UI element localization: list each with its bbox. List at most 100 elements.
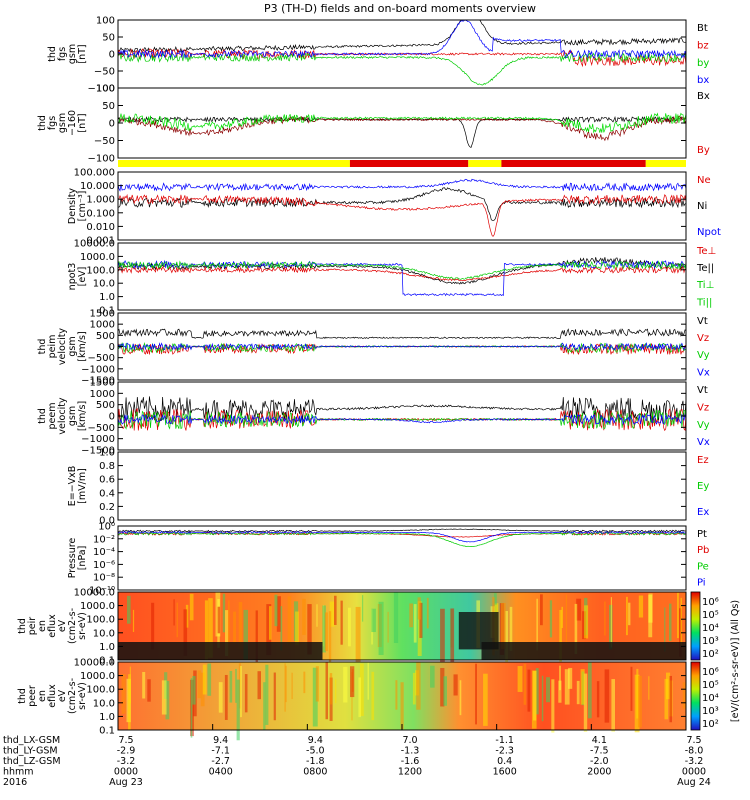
spectrogram-stripe	[443, 676, 447, 706]
mode-segment	[349, 160, 469, 167]
spectrogram-stripe	[574, 603, 578, 655]
x-row-value: -2.9	[117, 746, 136, 757]
spectrogram-stripe	[359, 663, 364, 716]
series-Vx	[117, 413, 687, 426]
panel-frame	[117, 171, 687, 241]
x-row-value: 4.1	[592, 735, 607, 746]
y-tick-label: 0	[109, 342, 115, 353]
y-tick-label: 10⁻¹⁰	[89, 586, 115, 597]
y-axis-label: [cm⁻³]	[77, 191, 88, 222]
panel-ion-spectrogram: 10000.0 1000.0 100.0 10.0 1.0 0.1 thd peir en efl…	[17, 588, 687, 671]
y-axis-label: gsm	[67, 336, 78, 356]
spectrogram-stripe	[426, 597, 429, 629]
y-tick-label: 0.4	[99, 488, 115, 499]
y-tick-label: 10000.0	[74, 239, 115, 250]
x-row-value: -7.5	[590, 746, 609, 757]
spectrogram-stripe	[523, 663, 527, 705]
legend-Te||: Te||	[696, 263, 714, 274]
y-axis-label: peir	[27, 617, 38, 636]
panel-fgs-gsm-clip: 100 50 0 −50 −100 thd fgs gsm −160 [nT] Bx By	[37, 84, 710, 165]
y-tick-label: 500	[96, 400, 115, 411]
colorbar-tick-label: 10⁶	[702, 597, 719, 608]
spectrogram-stripe	[664, 607, 666, 652]
spectrogram-stripe	[509, 606, 513, 651]
y-tick-label: 50	[102, 33, 115, 44]
y-tick-label: 100.0	[86, 685, 115, 696]
spectrogram-stripe	[280, 606, 283, 651]
y-axis-label: eflux	[47, 614, 58, 638]
y-tick-label: −500	[88, 423, 115, 434]
series-Pt	[117, 528, 687, 533]
legend-Ti⊥: Ti⊥	[696, 280, 714, 291]
spectrogram-stripe	[371, 608, 376, 633]
spectrogram-stripe	[378, 601, 384, 656]
spectrogram-stripe	[358, 677, 361, 718]
y-tick-label: 1000.0	[80, 671, 115, 682]
y-tick-label: 0.001	[86, 236, 115, 247]
spectrogram-stripe	[682, 682, 686, 709]
series-Ni	[117, 193, 687, 237]
legend-Pb: Pb	[697, 545, 709, 556]
y-axis-label: thd	[37, 115, 48, 131]
y-tick-label: 0.1	[99, 656, 115, 667]
x-row-value: -2.0	[590, 756, 609, 767]
y-tick-label: −100	[88, 154, 115, 165]
y-tick-label: 10.0	[93, 698, 115, 709]
legend-by: by	[697, 58, 709, 69]
series-Vt	[117, 396, 687, 423]
legend-Vx: Vx	[697, 437, 710, 448]
spectrogram-stripe	[564, 669, 570, 705]
y-tick-label: −50	[94, 136, 115, 147]
series-Vt	[117, 328, 687, 339]
spectrogram-stripe	[224, 674, 228, 720]
spectrogram-stripe	[129, 666, 131, 704]
y-axis-label: Pressure	[67, 538, 78, 579]
legend-Vy: Vy	[697, 350, 710, 361]
spectrogram-stripe	[302, 598, 306, 635]
colorbar-tick-label: 10⁴	[702, 623, 719, 634]
series-Vy	[117, 409, 687, 430]
spectrogram-stripe	[307, 604, 312, 655]
spectrogram-stripe	[229, 670, 233, 703]
spectrogram-stripe	[202, 664, 207, 695]
spectrogram-stripe	[475, 663, 477, 725]
spectrogram-stripe	[450, 608, 455, 666]
y-tick-label: 50	[102, 101, 115, 112]
panel-efield: 1.0 0.8 0.6 0.4 0.2 0.0 E=−VxB [mV/m] Ez Ey Ex	[67, 448, 709, 527]
y-axis-label: fgs	[57, 47, 68, 61]
y-axis-label: gsm	[67, 406, 78, 426]
y-tick-label: 0.100	[86, 208, 115, 219]
colorbar-top	[690, 591, 701, 661]
spectrogram-stripe	[604, 601, 606, 636]
spectrogram-stripe	[200, 672, 205, 707]
y-tick-label: 100.0	[86, 265, 115, 276]
panel-density: 100.000 10.000 1.000 0.100 0.010 0.001 Density…	[67, 168, 721, 247]
y-axis-label: (cm2-s-	[67, 678, 78, 714]
spectrogram-stripe	[165, 680, 170, 720]
x-row-value: 2000	[587, 767, 611, 778]
spectrogram-stripe	[176, 602, 178, 638]
x-row-value: 0.4	[497, 756, 512, 767]
y-tick-label: −100	[88, 84, 115, 95]
spectrogram-stripe	[225, 610, 229, 657]
panel-temperature: 10000.0 1000.0 100.0 10.0 1.0 0.1 npot3 [eV] Te⊥…	[67, 239, 716, 317]
series-Npot	[117, 178, 687, 192]
legend-bx: bx	[697, 75, 709, 86]
chart-title: P3 (TH-D) fields and on-board moments ov…	[264, 2, 536, 15]
series-bx	[117, 19, 687, 59]
spectrogram-stripe	[189, 593, 194, 621]
y-tick-label: 10.000	[80, 181, 115, 192]
spectrogram-stripe	[604, 669, 610, 723]
panel-frame	[117, 242, 687, 311]
spectrogram-stripe	[243, 609, 248, 660]
spectrogram-stripe	[227, 600, 230, 659]
y-tick-label: −1000	[81, 364, 115, 375]
spectrogram-stripe	[273, 672, 276, 721]
y-axis-label: Density	[67, 188, 78, 224]
spectrogram-stripe	[367, 662, 369, 700]
spectrogram-stripe	[679, 608, 682, 657]
x-row-value: 7.5	[686, 735, 701, 746]
panel-fgs-gsm: 100 50 0 −50 −100 thd fgs gsm [nT] Bt bz by bx	[47, 16, 709, 95]
spectrogram-stripe	[312, 667, 318, 727]
